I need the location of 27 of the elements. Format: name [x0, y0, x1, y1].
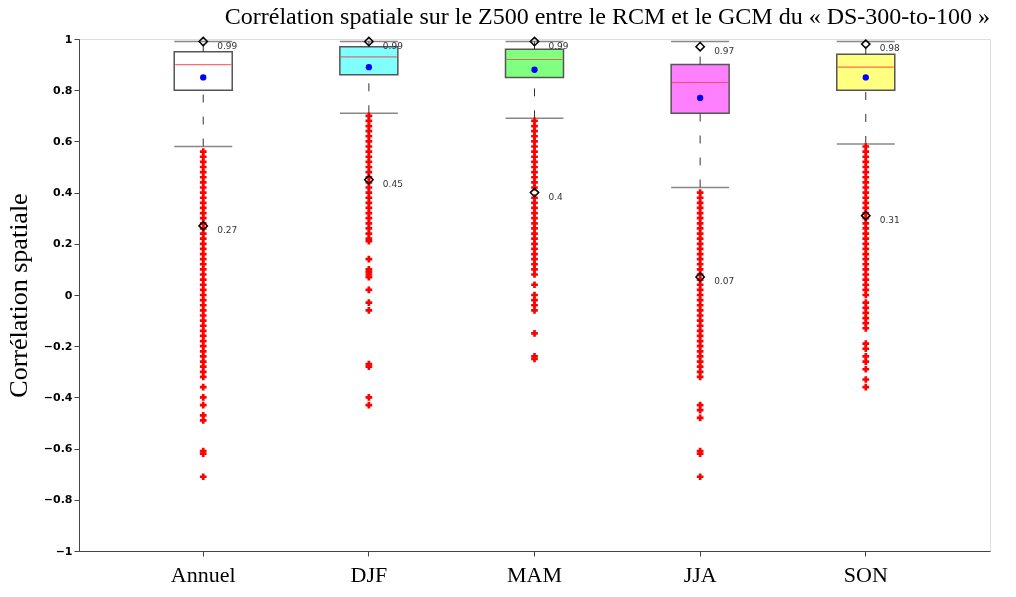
chart-title: Corrélation spatiale sur le Z500 entre le RCM et le GCM du « DS-300-to-100 »	[224, 3, 990, 29]
annotation: 0.97	[714, 45, 735, 56]
y-tick-label: 0.6	[53, 134, 73, 148]
annotation: 0.31	[879, 214, 900, 225]
x-tick-label: JJA	[683, 561, 717, 587]
annotation: 0.07	[714, 276, 735, 287]
y-tick-label: −0.4	[43, 390, 73, 404]
annotation: 0.45	[382, 178, 403, 189]
y-tick-label: 1	[64, 32, 73, 46]
annotation: 0.98	[879, 43, 901, 54]
x-tick-label: SON	[843, 561, 888, 587]
annotation: 0.4	[548, 191, 564, 202]
x-tick-label: MAM	[506, 561, 563, 587]
y-tick-label: 0.2	[53, 237, 73, 251]
annotation: 0.27	[217, 224, 238, 235]
annotation: 0.99	[217, 40, 238, 51]
x-tick-label: Annuel	[170, 561, 236, 587]
y-tick-label: −0.6	[43, 442, 73, 456]
y-axis-title: Corrélation spatiale	[3, 193, 33, 398]
y-tick-label: 0.4	[53, 186, 73, 200]
y-tick-label: −1	[55, 544, 73, 558]
y-tick-label: 0	[64, 288, 73, 302]
x-tick-label: DJF	[350, 561, 388, 587]
annotation: 0.99	[548, 40, 569, 51]
y-tick-label: −0.2	[43, 339, 73, 353]
y-tick-label: 0.8	[53, 83, 73, 97]
y-tick-label: −0.8	[43, 493, 73, 507]
